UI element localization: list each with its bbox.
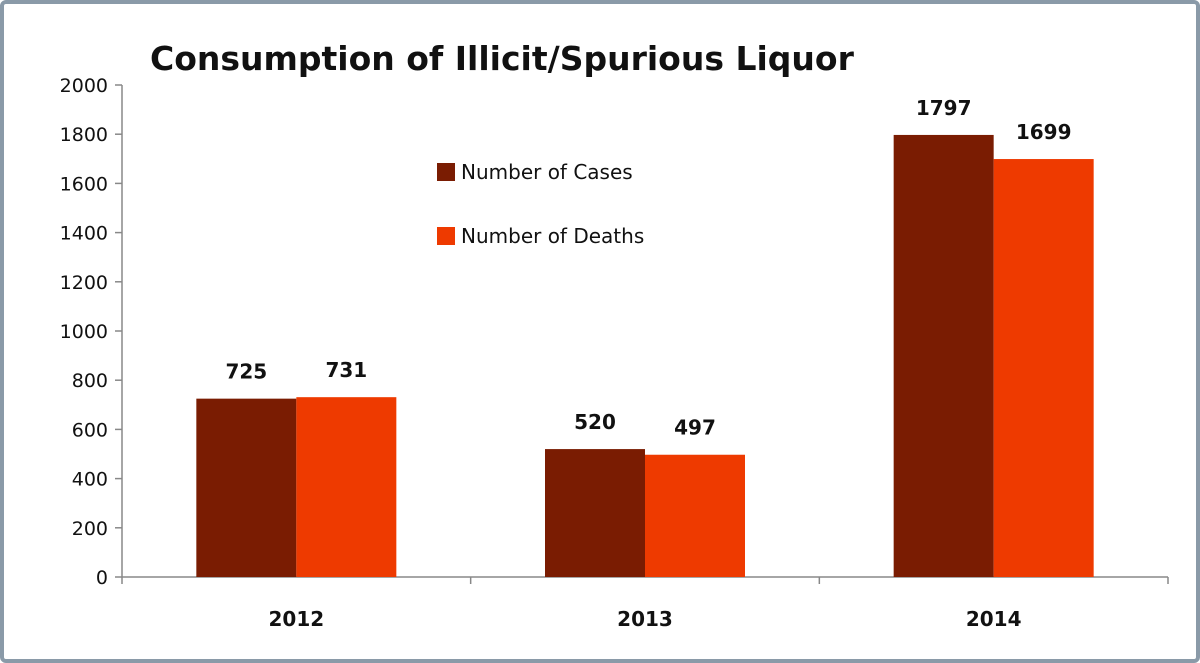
category-label: 2013 <box>617 607 673 631</box>
category-label: 2012 <box>268 607 324 631</box>
bar-number-of-deaths-2012 <box>296 397 397 577</box>
bar-number-of-cases-2014 <box>893 134 994 578</box>
y-tick-label: 1600 <box>60 173 108 195</box>
y-ticks: 0 200 400 600 800 1000 1200 1400 1600 1800 2000 <box>60 75 122 589</box>
data-label: 1699 <box>1016 120 1072 144</box>
y-tick-label: 1000 <box>60 321 108 343</box>
y-tick-label: 1200 <box>60 272 108 294</box>
y-tick-label: 2000 <box>60 75 108 97</box>
bar-number-of-cases-2013 <box>545 449 645 577</box>
y-tick-label: 800 <box>72 370 108 392</box>
bar-number-of-deaths-2014 <box>993 159 1094 577</box>
bars <box>196 134 1094 578</box>
data-label: 725 <box>225 360 267 384</box>
y-tick-label: 400 <box>72 469 108 491</box>
category-label: 2014 <box>966 607 1022 631</box>
y-tick-label: 1800 <box>60 124 108 146</box>
bar-number-of-deaths-2013 <box>645 454 745 577</box>
x-ticks <box>121 577 1169 584</box>
y-tick-label: 1400 <box>60 223 108 245</box>
data-label: 731 <box>325 358 367 382</box>
legend-swatch <box>437 227 455 245</box>
legend-label: Number of Cases <box>461 160 633 184</box>
legend-label: Number of Deaths <box>461 224 644 248</box>
y-tick-label: 200 <box>72 518 108 540</box>
bar-number-of-cases-2012 <box>196 398 297 577</box>
y-tick-label: 0 <box>96 567 108 589</box>
data-label: 497 <box>674 416 716 440</box>
data-label: 1797 <box>916 96 972 120</box>
y-tick-label: 600 <box>72 419 108 441</box>
data-label: 520 <box>574 410 616 434</box>
chart-title: Consumption of Illicit/Spurious Liquor <box>150 39 855 78</box>
category-labels: 2012 2013 2014 <box>268 607 1021 631</box>
legend: Number of Cases Number of Deaths <box>437 160 644 248</box>
legend-swatch <box>437 163 455 181</box>
data-labels: 725 731 520 497 1797 1699 <box>225 96 1071 440</box>
